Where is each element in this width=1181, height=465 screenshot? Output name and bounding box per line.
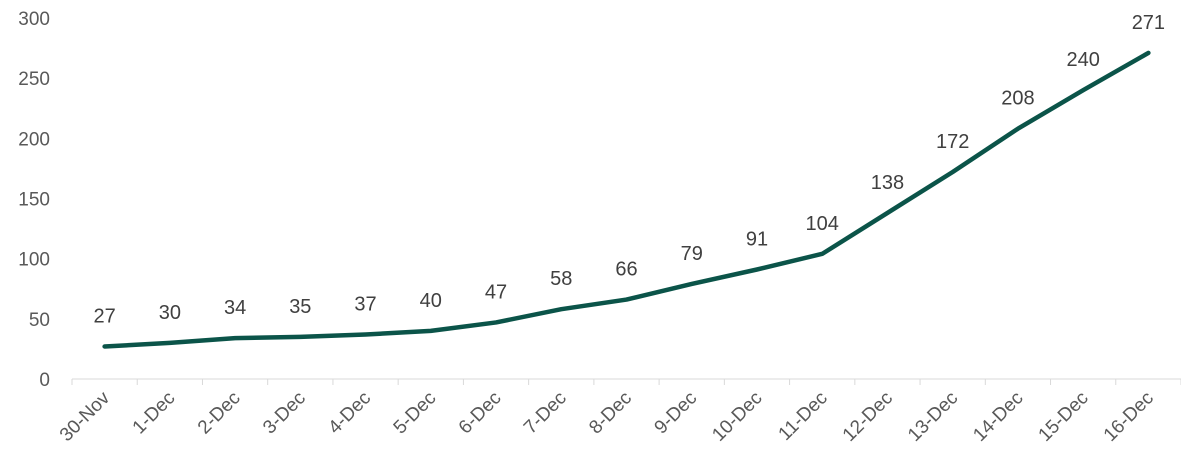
x-tick-label: 8-Dec: [585, 388, 636, 439]
x-tick-label: 30-Nov: [56, 387, 115, 446]
series-line: [102, 50, 1151, 349]
x-tick-label: 9-Dec: [651, 388, 702, 439]
data-label: 58: [550, 268, 572, 290]
data-label: 172: [936, 131, 969, 153]
data-label: 34: [224, 297, 246, 319]
y-tick-label: 300: [18, 9, 50, 30]
y-tick-label: 200: [18, 129, 50, 150]
y-tick-label: 50: [29, 310, 50, 331]
x-tick-label: 1-Dec: [129, 388, 180, 439]
x-tick-label: 10-Dec: [708, 388, 766, 446]
data-label: 47: [485, 281, 507, 303]
x-tick-label: 5-Dec: [390, 388, 441, 439]
data-label: 138: [871, 172, 904, 194]
x-tick-label: 11-Dec: [775, 388, 832, 445]
data-label: 271: [1132, 12, 1165, 34]
data-label: 27: [93, 306, 115, 328]
x-tick-label: 4-Dec: [324, 388, 375, 439]
x-tick-label: 6-Dec: [455, 388, 506, 439]
y-tick-label: 0: [39, 370, 50, 391]
data-label: 208: [1001, 88, 1034, 110]
y-axis-tick-labels: 0 50 100 150 200 250 300: [18, 9, 50, 391]
x-tick-label: 13-Dec: [904, 388, 962, 446]
data-label: 37: [354, 293, 376, 315]
y-tick-label: 100: [18, 250, 50, 271]
data-label: 91: [746, 228, 768, 250]
x-tick-label: 12-Dec: [839, 388, 897, 446]
x-tick-label: 15-Dec: [1035, 388, 1093, 446]
x-tick-label: 7-Dec: [520, 388, 571, 439]
y-tick-label: 150: [18, 190, 50, 211]
data-label: 30: [159, 302, 181, 324]
x-tick-label: 3-Dec: [259, 388, 310, 439]
data-label: 66: [615, 259, 637, 281]
x-axis-tick-labels: 30-Nov 1-Dec 2-Dec 3-Dec 4-Dec 5-Dec 6-Dec 7-De…: [56, 387, 1158, 446]
data-label: 79: [681, 243, 703, 265]
y-tick-label: 250: [18, 69, 50, 90]
x-tick-label: 16-Dec: [1100, 388, 1158, 446]
data-labels: 27 30 34 35 37 40 47 58 66 79 91 104 138 172 208 240 271: [93, 12, 1165, 328]
x-tick-label: 2-Dec: [194, 388, 245, 439]
x-tick-label: 14-Dec: [969, 388, 1027, 446]
x-axis-ticks: [71, 379, 1181, 385]
data-label: 104: [806, 213, 839, 235]
data-label: 35: [289, 296, 311, 318]
data-label: 40: [420, 290, 442, 312]
data-label: 240: [1066, 49, 1099, 71]
